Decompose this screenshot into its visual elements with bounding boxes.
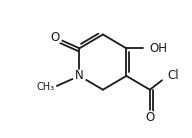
Text: CH₃: CH₃ [36, 82, 55, 92]
Text: O: O [145, 111, 154, 124]
Text: O: O [50, 31, 59, 44]
Text: N: N [75, 69, 84, 82]
Text: OH: OH [150, 42, 168, 55]
Text: Cl: Cl [168, 69, 179, 82]
